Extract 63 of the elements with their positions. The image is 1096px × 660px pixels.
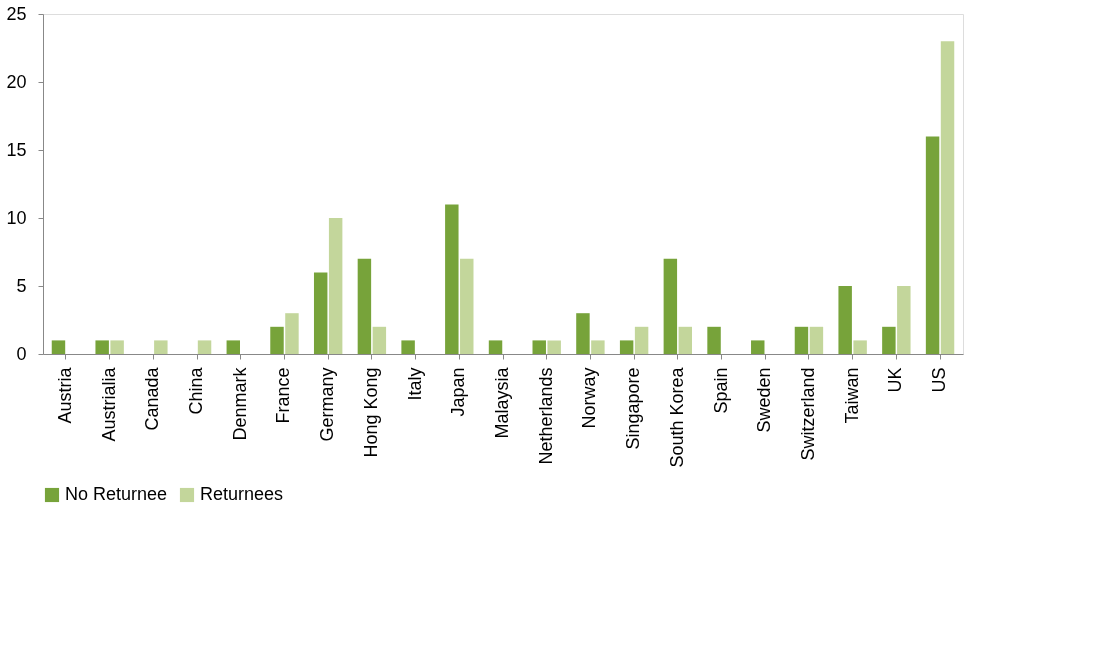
x-tick-label: Sweden [754, 367, 775, 433]
x-tick-label: Netherlands [535, 367, 556, 465]
bar [226, 340, 241, 354]
x-tick-label: China [186, 366, 207, 415]
x-tick-label: Denmark [229, 366, 250, 441]
x-tick-label: Malaysia [492, 366, 512, 439]
bar [619, 340, 634, 354]
bar [707, 326, 721, 354]
bar [925, 136, 940, 354]
bar [634, 326, 649, 354]
x-tick-label: Hong Kong [360, 367, 381, 458]
bar [460, 258, 474, 354]
bar [532, 340, 546, 354]
x-tick-label: France [273, 367, 294, 424]
y-tick-label: 5 [16, 275, 27, 296]
x-tick-label: Canada [142, 366, 163, 431]
bar [197, 340, 212, 354]
bar [663, 258, 678, 354]
x-tick-label: Norway [579, 367, 600, 429]
y-tick-label: 25 [6, 3, 27, 24]
y-tick-label: 0 [16, 343, 27, 364]
x-tick-label: Singapore [623, 367, 644, 450]
x-tick-label: South Korea [666, 366, 687, 468]
bar [897, 286, 911, 354]
x-tick-label: Germany [317, 367, 338, 442]
bar [51, 340, 66, 354]
bar [270, 326, 284, 354]
x-tick-label: Spain [710, 367, 731, 414]
x-tick-label: Austrialia [98, 366, 119, 442]
bar [576, 313, 590, 354]
bar [95, 340, 109, 354]
bar [591, 340, 605, 354]
x-tick-label: Switzerland [797, 367, 818, 461]
y-tick-label: 10 [6, 207, 27, 228]
legend-label: No Returnee [65, 484, 168, 504]
bar [328, 218, 343, 354]
bar [372, 326, 387, 354]
bar [357, 258, 372, 354]
x-tick-label: Italy [404, 367, 425, 401]
bar [809, 326, 824, 354]
x-tick-label: Taiwan [841, 367, 862, 424]
bar [488, 340, 503, 354]
y-tick-label: 20 [6, 71, 27, 92]
bar [853, 340, 867, 354]
bar [445, 204, 459, 354]
bar [940, 41, 955, 354]
legend-label: Returnees [200, 484, 284, 504]
bar [401, 340, 415, 354]
bar [882, 326, 896, 354]
bar [110, 340, 124, 354]
bar [547, 340, 561, 354]
x-tick-label: Japan [448, 367, 469, 417]
bar [154, 340, 168, 354]
bar [285, 313, 299, 354]
y-tick-label: 15 [6, 139, 27, 160]
x-tick-label: UK [885, 367, 906, 393]
bar [838, 286, 852, 354]
bar [794, 326, 809, 354]
x-tick-label: US [929, 367, 950, 393]
bar [313, 272, 328, 354]
bar [751, 340, 765, 354]
x-tick-label: Austria [54, 366, 75, 424]
bar [678, 326, 693, 354]
